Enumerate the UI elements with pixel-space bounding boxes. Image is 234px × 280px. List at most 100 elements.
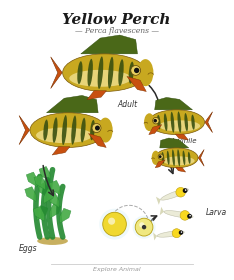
- Polygon shape: [149, 125, 162, 135]
- Ellipse shape: [191, 115, 195, 130]
- Polygon shape: [49, 204, 61, 218]
- Ellipse shape: [30, 113, 107, 148]
- Circle shape: [189, 215, 191, 216]
- Ellipse shape: [77, 61, 83, 84]
- Polygon shape: [37, 206, 48, 220]
- Ellipse shape: [43, 120, 48, 141]
- Ellipse shape: [98, 118, 113, 143]
- Ellipse shape: [37, 237, 68, 245]
- Ellipse shape: [188, 152, 190, 164]
- Circle shape: [108, 218, 115, 225]
- Circle shape: [181, 231, 182, 233]
- Ellipse shape: [178, 111, 181, 133]
- Polygon shape: [156, 197, 161, 205]
- Circle shape: [180, 211, 190, 220]
- Polygon shape: [160, 138, 189, 148]
- Circle shape: [135, 218, 153, 236]
- Polygon shape: [155, 97, 193, 110]
- Circle shape: [139, 222, 145, 228]
- Ellipse shape: [183, 151, 185, 165]
- Ellipse shape: [177, 149, 180, 166]
- Ellipse shape: [149, 110, 205, 135]
- Ellipse shape: [164, 113, 168, 131]
- Ellipse shape: [172, 150, 175, 166]
- Polygon shape: [39, 167, 50, 181]
- Ellipse shape: [155, 148, 198, 168]
- Text: Juvinile: Juvinile: [171, 138, 196, 144]
- Ellipse shape: [53, 117, 58, 143]
- Polygon shape: [25, 187, 36, 202]
- Ellipse shape: [118, 59, 124, 86]
- Polygon shape: [81, 35, 137, 54]
- Ellipse shape: [144, 113, 155, 131]
- Circle shape: [159, 155, 162, 158]
- Ellipse shape: [137, 59, 154, 86]
- Polygon shape: [176, 167, 186, 172]
- Circle shape: [158, 154, 163, 159]
- Polygon shape: [47, 95, 98, 113]
- Text: Larva: Larva: [206, 208, 227, 217]
- Ellipse shape: [171, 112, 174, 133]
- Text: Eggs: Eggs: [19, 244, 38, 253]
- Polygon shape: [26, 172, 38, 187]
- Circle shape: [132, 216, 156, 239]
- Circle shape: [95, 125, 100, 130]
- Polygon shape: [52, 147, 70, 155]
- Circle shape: [185, 189, 186, 191]
- Circle shape: [154, 119, 157, 122]
- Circle shape: [187, 214, 192, 219]
- Ellipse shape: [108, 57, 113, 88]
- Text: Adult: Adult: [117, 101, 137, 109]
- Circle shape: [179, 230, 183, 235]
- Polygon shape: [49, 180, 61, 195]
- Ellipse shape: [69, 70, 131, 87]
- Polygon shape: [19, 116, 29, 145]
- Circle shape: [142, 225, 146, 229]
- Ellipse shape: [159, 120, 200, 132]
- Circle shape: [153, 118, 159, 124]
- Ellipse shape: [162, 152, 164, 164]
- Ellipse shape: [71, 116, 76, 145]
- Polygon shape: [87, 91, 106, 100]
- Polygon shape: [205, 112, 212, 132]
- Polygon shape: [175, 134, 188, 140]
- Polygon shape: [127, 76, 146, 92]
- Ellipse shape: [81, 118, 86, 143]
- Circle shape: [92, 123, 101, 132]
- Ellipse shape: [152, 151, 160, 165]
- Ellipse shape: [88, 59, 93, 87]
- Circle shape: [134, 68, 139, 73]
- Polygon shape: [88, 134, 106, 148]
- Polygon shape: [38, 183, 49, 198]
- Polygon shape: [48, 193, 59, 207]
- Polygon shape: [44, 189, 55, 204]
- Polygon shape: [155, 160, 165, 168]
- Ellipse shape: [157, 115, 161, 129]
- Polygon shape: [51, 57, 62, 88]
- Polygon shape: [153, 232, 157, 241]
- Circle shape: [176, 187, 186, 197]
- Ellipse shape: [164, 211, 193, 218]
- Ellipse shape: [184, 113, 188, 131]
- Polygon shape: [160, 207, 164, 215]
- Ellipse shape: [161, 189, 188, 200]
- Circle shape: [183, 188, 187, 193]
- Polygon shape: [60, 208, 71, 223]
- Ellipse shape: [98, 57, 103, 89]
- Circle shape: [99, 209, 130, 240]
- Polygon shape: [198, 150, 204, 166]
- Ellipse shape: [163, 156, 195, 165]
- Ellipse shape: [62, 115, 67, 145]
- Ellipse shape: [129, 62, 134, 84]
- Text: Explore Animal: Explore Animal: [93, 267, 140, 272]
- Polygon shape: [34, 175, 45, 190]
- Ellipse shape: [36, 127, 92, 143]
- Circle shape: [172, 229, 181, 238]
- Ellipse shape: [157, 231, 184, 237]
- Ellipse shape: [90, 120, 95, 140]
- Text: — Perca flavescens —: — Perca flavescens —: [74, 27, 158, 35]
- Circle shape: [103, 212, 126, 236]
- Polygon shape: [33, 206, 44, 221]
- Ellipse shape: [63, 54, 147, 92]
- Ellipse shape: [167, 151, 170, 165]
